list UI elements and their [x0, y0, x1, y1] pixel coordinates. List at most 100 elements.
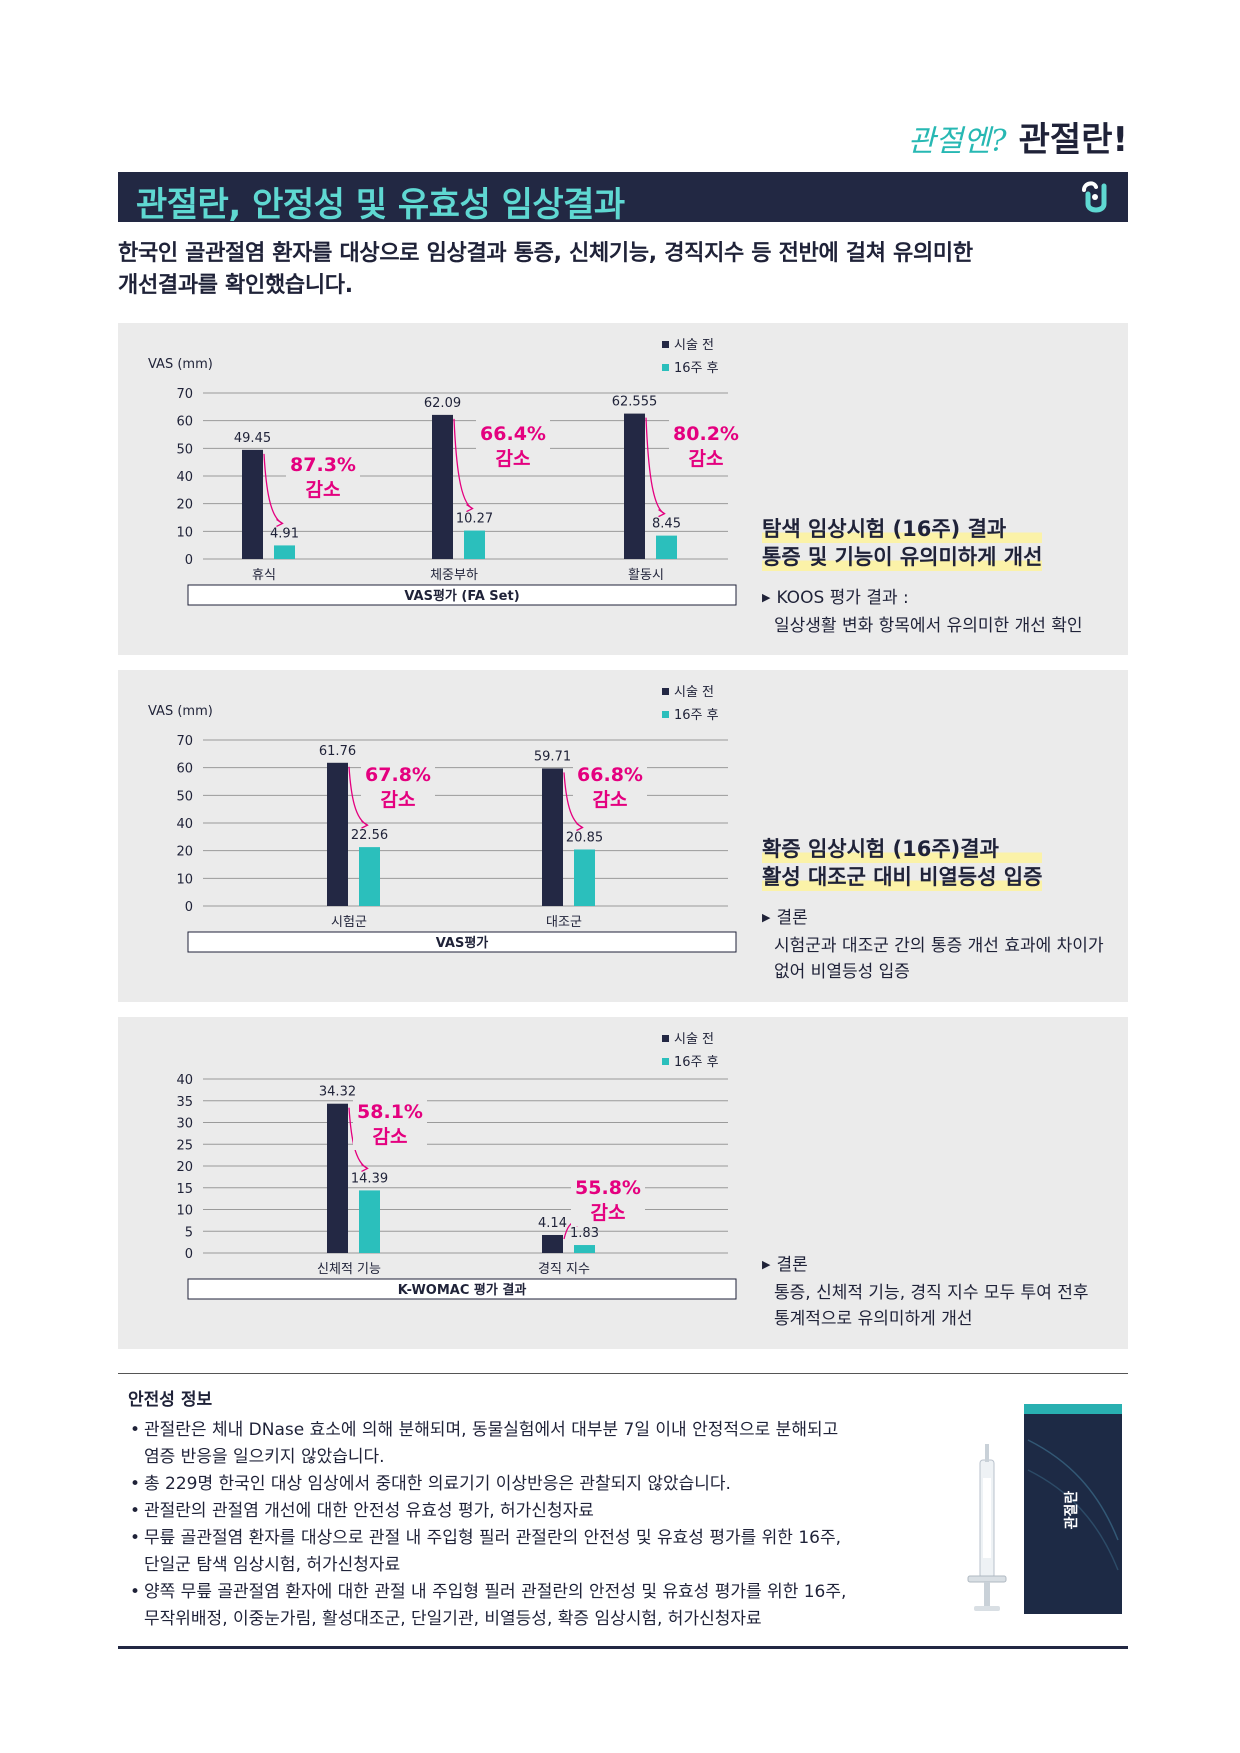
reduction-arrow: [453, 418, 473, 510]
intro-text: 한국인 골관절염 환자를 대상으로 임상결과 통증, 신체기능, 경직지수 등 …: [118, 238, 973, 302]
bar-before: [624, 413, 645, 559]
y-tick-label: 35: [176, 1095, 193, 1110]
x-axis-title: K-WOMAC 평가 결과: [398, 1282, 527, 1298]
legend-swatch-before: [662, 341, 669, 348]
safety-heading: 안전성 정보: [128, 1390, 213, 1410]
data-label-after: 1.83: [570, 1226, 599, 1241]
reduction-pct: 80.2%: [673, 423, 739, 445]
reduction-word: 감소: [496, 448, 531, 470]
x-axis-title-box: [187, 584, 737, 606]
y-tick-label: 50: [176, 789, 193, 804]
bar-after: [274, 545, 295, 559]
x-category-label: 휴식: [252, 568, 276, 583]
data-label-before: 4.14: [538, 1216, 567, 1231]
data-label-before: 62.09: [424, 396, 461, 411]
y-tick-label: 60: [176, 415, 193, 430]
legend-swatch-after: [662, 711, 669, 718]
legend-label-after: 16주 후: [674, 361, 719, 376]
panel-1-title: 탐색 임상시험 (16주) 결과 통증 및 기능이 유의미하게 개선: [762, 515, 1043, 571]
bar-after: [656, 535, 677, 559]
bar-after: [359, 1190, 380, 1253]
y-tick-label: 20: [176, 845, 193, 860]
data-label-before: 59.71: [534, 749, 571, 764]
vas-comparison-chart: 시술 전 16주 후 VAS (mm) 0 10 20 40 50 60 70 61.76 22.56…: [148, 685, 737, 953]
data-label-after: 4.91: [270, 526, 299, 541]
bar-before: [542, 768, 563, 906]
safety-item-line: 단일군 탐색 임상시험, 허가신청자료: [144, 1555, 401, 1575]
bar-before: [432, 414, 453, 559]
y-tick-label: 10: [176, 1204, 193, 1219]
gwanjeolran-logo-icon: [1082, 181, 1107, 213]
bar-after: [574, 849, 595, 906]
x-axis-title: VAS평가: [436, 935, 489, 951]
divider-top: [118, 1373, 1128, 1374]
product-box-label: 관절란: [1063, 1491, 1080, 1530]
reduction-word: 감소: [593, 789, 628, 811]
panel-1-title-line-1: 탐색 임상시험 (16주) 결과: [762, 515, 1043, 543]
data-label-after: 10.27: [456, 512, 493, 527]
y-tick-label: 5: [185, 1225, 193, 1240]
y-tick-label: 20: [176, 498, 193, 513]
safety-item-line: 무작위배정, 이중눈가림, 활성대조군, 단일기관, 비열등성, 확증 임상시험…: [144, 1609, 762, 1629]
y-tick-label: 0: [185, 1247, 193, 1262]
safety-item-line: 관절란은 체내 DNase 효소에 의해 분해되며, 동물실험에서 대부분 7일…: [144, 1420, 839, 1440]
panel-3-note-line-3: 통계적으로 유의미하게 개선: [774, 1309, 973, 1329]
safety-item-line: 염증 반응을 일으키지 않았습니다.: [144, 1447, 385, 1467]
legend-label-before: 시술 전: [674, 685, 714, 700]
y-tick-label: 40: [176, 817, 193, 832]
data-label-after: 8.45: [652, 517, 681, 532]
reduction-pct: 87.3%: [290, 454, 356, 476]
data-label-after: 20.85: [566, 830, 603, 845]
divider-bottom: [118, 1646, 1128, 1649]
y-tick-label: 0: [185, 900, 193, 915]
reduction-pct: 55.8%: [575, 1177, 641, 1199]
reduction-arrowhead: [361, 1163, 369, 1172]
slogan: 관절엔? 관절란!: [908, 112, 1128, 161]
bar-after: [574, 1245, 595, 1253]
x-category-label: 대조군: [546, 915, 582, 930]
reduction-label-bg: [669, 420, 743, 472]
reduction-label-bg: [573, 761, 647, 813]
reduction-label-bg: [476, 420, 550, 472]
panel-1-note: ▶ KOOS 평가 결과 : 일상생활 변화 항목에서 유의미한 개선 확인: [762, 585, 1083, 639]
legend-label-before: 시술 전: [674, 338, 714, 353]
y-tick-label: 25: [176, 1138, 193, 1153]
safety-item-line: 관절란의 관절염 개선에 대한 안전성 유효성 평가, 허가신청자료: [144, 1501, 594, 1521]
reduction-pct: 66.8%: [577, 764, 643, 786]
y-axis-label: VAS (mm): [148, 704, 213, 719]
product-box-top-band: [1024, 1404, 1122, 1414]
safety-item: 관절란은 체내 DNase 효소에 의해 분해되며, 동물실험에서 대부분 7일…: [128, 1417, 888, 1471]
bar-after: [464, 530, 485, 559]
safety-info: 안전성 정보 관절란은 체내 DNase 효소에 의해 분해되며, 동물실험에서…: [128, 1387, 888, 1633]
y-tick-label: 30: [176, 1117, 193, 1132]
reduction-arrow: [645, 417, 665, 515]
intro-line-2: 개선결과를 확인했습니다.: [118, 273, 353, 298]
panel-1-title-line-2: 통증 및 기능이 유의미하게 개선: [762, 543, 1043, 571]
legend-swatch-before: [662, 1035, 669, 1042]
legend-swatch-before: [662, 688, 669, 695]
safety-item-line: 무릎 골관절염 환자를 대상으로 관절 내 주입형 필러 관절란의 안전성 및 …: [144, 1528, 842, 1548]
y-tick-label: 15: [176, 1182, 193, 1197]
y-tick-label: 40: [176, 1073, 193, 1088]
x-category-label: 시험군: [331, 915, 367, 930]
reduction-pct: 58.1%: [357, 1101, 423, 1123]
intro-line-1: 한국인 골관절염 환자를 대상으로 임상결과 통증, 신체기능, 경직지수 등 …: [118, 241, 973, 266]
data-label-after: 22.56: [351, 828, 388, 843]
panel-2-note: ▶ 결론 시험군과 대조군 간의 통증 개선 효과에 차이가 없어 비열등성 입증: [762, 905, 1104, 985]
x-axis-title-box: [187, 931, 737, 953]
bar-before: [242, 449, 263, 559]
reduction-label-bg: [353, 1098, 427, 1150]
panel-1-note-line-1: KOOS 평가 결과 :: [776, 588, 909, 608]
data-label-before: 49.45: [234, 431, 271, 446]
reduction-word: 감소: [306, 479, 341, 501]
y-tick-label: 10: [176, 872, 193, 887]
reduction-label-bg: [361, 761, 435, 813]
safety-item: 양쪽 무릎 골관절염 환자에 대한 관절 내 주입형 필러 관절란의 안전성 및…: [128, 1579, 888, 1633]
y-tick-label: 0: [185, 553, 193, 568]
panel-3-note-line-2: 통증, 신체적 기능, 경직 지수 모두 투여 전후: [774, 1283, 1089, 1303]
reduction-arrowhead: [276, 518, 284, 527]
chart-panel-3: 시술 전 16주 후 0 5 10 15 20 25 30 35 40 34.32 14.39 신체적 기…: [118, 1017, 1128, 1349]
title-banner: 관절란, 안정성 및 유효성 임상결과: [118, 172, 1128, 225]
y-tick-label: 50: [176, 442, 193, 457]
reduction-pct: 66.4%: [480, 423, 546, 445]
